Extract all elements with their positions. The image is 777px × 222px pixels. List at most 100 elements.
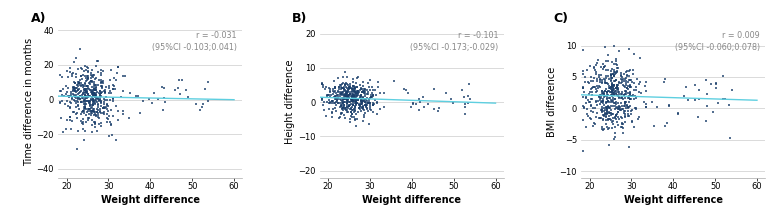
Point xyxy=(84,109,96,113)
Point xyxy=(622,91,634,95)
Point xyxy=(326,99,339,103)
Point xyxy=(612,105,625,109)
Point xyxy=(346,94,358,97)
Point xyxy=(616,90,629,94)
Point xyxy=(601,97,613,101)
Point xyxy=(72,84,85,88)
Point xyxy=(354,89,367,92)
Point xyxy=(462,101,474,105)
Point xyxy=(587,85,599,89)
Point xyxy=(595,73,608,77)
Point xyxy=(75,119,87,122)
Point xyxy=(105,123,117,126)
Point xyxy=(89,97,102,101)
Point xyxy=(315,98,328,101)
Point xyxy=(329,94,341,98)
Point xyxy=(76,109,89,113)
Point xyxy=(152,97,164,100)
Point xyxy=(338,96,350,100)
Point xyxy=(92,109,104,112)
Point xyxy=(82,70,94,74)
Point xyxy=(103,114,116,118)
Point xyxy=(333,85,346,89)
Point xyxy=(62,76,75,79)
Point xyxy=(602,53,615,56)
Point xyxy=(354,99,367,103)
Point xyxy=(91,111,103,114)
Point xyxy=(68,89,81,92)
Point xyxy=(615,92,628,96)
Point xyxy=(604,86,616,90)
Point xyxy=(79,89,92,93)
Point xyxy=(335,112,347,116)
Point xyxy=(103,91,116,95)
Point xyxy=(99,85,112,89)
Point xyxy=(598,112,611,116)
Point xyxy=(332,96,344,100)
Point xyxy=(620,100,632,103)
Point xyxy=(336,107,348,111)
Point xyxy=(361,101,374,105)
Point xyxy=(89,126,102,129)
Point xyxy=(407,101,420,105)
Point xyxy=(596,99,608,103)
Point xyxy=(340,93,352,97)
Point xyxy=(366,95,378,98)
Point xyxy=(709,81,722,85)
Point xyxy=(320,114,333,118)
Point xyxy=(65,93,78,96)
Point xyxy=(78,102,90,105)
Point xyxy=(611,66,623,70)
Point xyxy=(602,86,615,89)
Point xyxy=(106,87,119,91)
Point xyxy=(60,93,72,96)
Point xyxy=(609,57,622,61)
Point xyxy=(618,93,630,97)
Point xyxy=(89,95,102,99)
Point xyxy=(172,78,185,82)
Point xyxy=(590,72,602,75)
Point xyxy=(603,117,615,121)
Point xyxy=(334,83,347,86)
Point xyxy=(646,100,658,104)
Point xyxy=(608,68,620,71)
Point xyxy=(89,93,101,97)
Point xyxy=(671,111,684,115)
Point xyxy=(402,91,414,94)
Point xyxy=(86,109,99,112)
Point xyxy=(95,111,107,115)
Point xyxy=(600,81,612,85)
Point xyxy=(56,100,68,103)
Point xyxy=(585,79,598,83)
Point xyxy=(93,78,106,82)
Point xyxy=(622,97,634,100)
Point xyxy=(601,90,613,94)
Point xyxy=(64,115,76,119)
Point xyxy=(71,86,83,89)
Point xyxy=(335,85,347,88)
Point xyxy=(619,104,632,108)
Point xyxy=(95,80,107,84)
Point xyxy=(588,65,601,69)
Point xyxy=(580,125,592,128)
Point xyxy=(69,95,82,98)
Point xyxy=(608,85,621,88)
Point xyxy=(72,81,85,84)
Point xyxy=(346,95,358,99)
Point xyxy=(95,81,107,85)
Point xyxy=(89,114,102,118)
Point xyxy=(603,86,615,89)
Point xyxy=(723,103,735,107)
Point xyxy=(590,100,602,104)
Point xyxy=(602,78,615,81)
Point xyxy=(349,87,361,91)
Point xyxy=(329,96,341,99)
Point xyxy=(343,85,356,89)
Point xyxy=(620,90,632,94)
Point xyxy=(610,86,622,90)
Point xyxy=(615,92,627,96)
Point xyxy=(604,96,616,100)
Point xyxy=(337,93,350,97)
Point xyxy=(358,111,371,115)
Point xyxy=(341,102,354,105)
